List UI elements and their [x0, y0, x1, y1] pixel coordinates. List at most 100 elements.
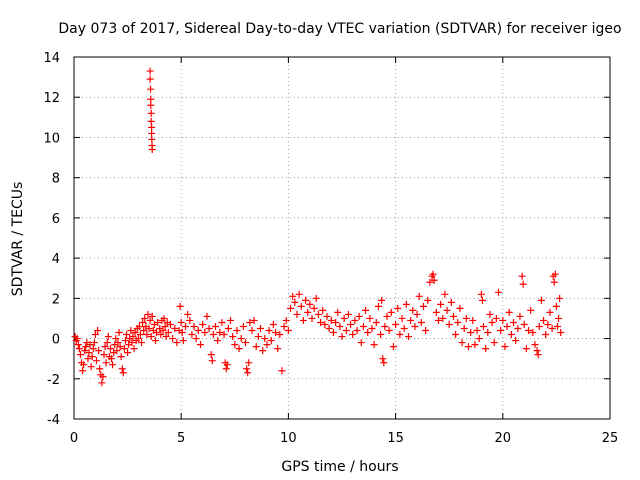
data-point [340, 314, 348, 322]
data-point [128, 339, 136, 347]
data-point [222, 365, 230, 373]
data-point [518, 272, 526, 280]
data-point [289, 292, 297, 300]
data-point [550, 278, 558, 286]
data-point [458, 339, 466, 347]
data-point [454, 318, 462, 326]
data-point [460, 325, 468, 332]
data-point [351, 316, 359, 324]
data-point [529, 329, 537, 337]
y-axis-label: SDTVAR / TECUs [10, 182, 26, 297]
data-point [119, 369, 127, 377]
data-point [272, 329, 280, 337]
data-point [542, 331, 550, 339]
data-point [123, 331, 131, 339]
chart-title: Day 073 of 2017, Sidereal Day-to-day VTE… [58, 21, 621, 37]
data-point [145, 325, 153, 332]
data-point [135, 322, 143, 330]
data-point [503, 322, 511, 330]
data-point [82, 343, 90, 351]
data-point [117, 353, 125, 361]
data-point [308, 314, 316, 322]
data-point [90, 339, 98, 347]
data-point [263, 341, 271, 349]
data-point [456, 304, 464, 312]
data-point [257, 325, 265, 332]
data-point [469, 316, 477, 324]
data-point [162, 333, 170, 341]
data-point [295, 290, 303, 298]
data-point [495, 288, 503, 296]
data-point [160, 314, 168, 322]
data-point [208, 357, 216, 365]
data-point [96, 365, 104, 373]
data-point [139, 318, 147, 326]
data-point [342, 327, 350, 335]
data-point [551, 270, 559, 278]
data-point [557, 329, 565, 337]
data-point [332, 318, 340, 326]
data-point [353, 327, 361, 335]
data-point [492, 314, 500, 322]
data-point [148, 146, 156, 154]
data-point [445, 320, 453, 328]
data-point [88, 353, 96, 361]
data-point [447, 298, 455, 306]
data-point [419, 302, 427, 310]
data-point [91, 331, 99, 339]
data-point [239, 322, 247, 330]
data-point [115, 329, 123, 337]
data-point [372, 318, 380, 326]
data-point [282, 316, 290, 324]
data-point [151, 337, 159, 345]
data-point [486, 310, 494, 318]
data-point [245, 359, 253, 367]
data-point [116, 343, 124, 351]
data-point [312, 294, 320, 302]
data-point [218, 318, 226, 326]
data-point [439, 314, 447, 322]
data-point [93, 357, 101, 365]
data-point [216, 329, 224, 337]
data-point [499, 316, 507, 324]
data-point [76, 351, 84, 359]
data-points [71, 67, 565, 387]
data-point [556, 294, 564, 302]
data-point [194, 327, 202, 335]
data-point [505, 308, 513, 316]
data-point [402, 300, 410, 308]
data-point [269, 320, 277, 328]
data-point [136, 331, 144, 339]
data-point [242, 339, 250, 347]
data-point [224, 325, 232, 332]
data-point [87, 363, 95, 371]
data-point [124, 349, 132, 357]
data-point [129, 333, 137, 341]
data-point [514, 325, 522, 332]
data-point [426, 278, 434, 286]
data-point [173, 339, 181, 347]
data-point [220, 331, 228, 339]
data-point [177, 318, 185, 326]
data-point [101, 343, 109, 351]
data-point [293, 310, 301, 318]
data-point [535, 322, 543, 330]
data-point [252, 343, 260, 351]
data-point [473, 327, 481, 335]
data-point [394, 304, 402, 312]
x-tick-label: 15 [387, 431, 404, 446]
data-point [415, 292, 423, 300]
data-point [323, 312, 331, 320]
data-point [157, 331, 165, 339]
data-point [154, 318, 162, 326]
data-point [244, 369, 252, 377]
data-point [243, 365, 251, 373]
data-point [209, 331, 217, 339]
data-point [127, 327, 135, 335]
data-point [475, 335, 483, 343]
data-point [192, 335, 200, 343]
data-point [310, 304, 318, 312]
data-point [94, 327, 102, 335]
y-tick-label: 12 [43, 91, 60, 106]
